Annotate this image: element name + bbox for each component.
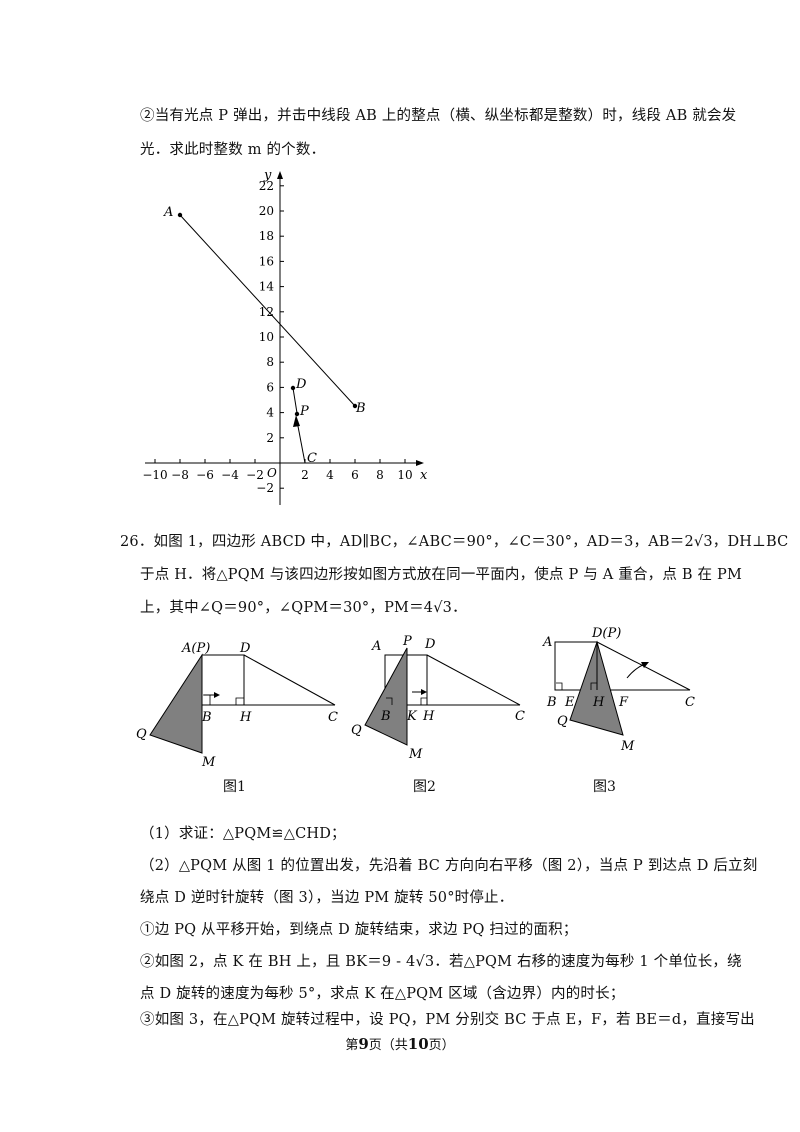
sub-question-2: （2）△PQM 从图 1 的位置出发，先沿着 BC 方向向右平移（图 2），当点…: [140, 858, 758, 874]
label-d: D: [239, 641, 251, 656]
figure-1-caption: 图1: [223, 779, 246, 795]
y-tick-label: 22: [259, 179, 274, 193]
label-f: F: [618, 695, 629, 710]
segment-ab: [179, 214, 356, 407]
label-d: D: [424, 637, 436, 652]
page-footer: 第9页（共10页）: [0, 1034, 800, 1053]
sub-question-2-3: ③如图 3，在△PQM 旋转过程中，设 PQ，PM 分别交 BC 于点 E，F，…: [140, 1012, 755, 1028]
label-a: A: [371, 639, 381, 654]
label-h: H: [422, 709, 435, 724]
label-c: C: [515, 709, 525, 724]
figure-1: A(P) D B H C Q M: [136, 641, 338, 770]
x-tick-label: 4: [326, 468, 334, 482]
x-tick-label: 6: [351, 468, 359, 482]
x-tick-label: −6: [196, 468, 214, 482]
y-tick-label: 12: [259, 305, 274, 319]
point-a-label: A: [163, 205, 173, 220]
x-tick-label: 2: [301, 468, 309, 482]
y-tick-label: 18: [259, 229, 274, 243]
label-q: Q: [136, 727, 147, 742]
point-d: [290, 385, 296, 391]
label-c: C: [328, 710, 338, 725]
label-q: Q: [351, 723, 362, 738]
label-e: E: [564, 695, 575, 710]
sub-question-1: （1）求证：△PQM≌△CHD；: [140, 826, 346, 842]
x-tick-label: −2: [246, 468, 264, 482]
y-tick-label: 10: [259, 330, 274, 344]
point-a: [177, 212, 183, 218]
label-m: M: [620, 739, 635, 754]
x-tick-label: 8: [376, 468, 384, 482]
sub-question-2-cont: 绕点 D 逆时针旋转（图 3），当边 PM 旋转 50°时停止．: [140, 890, 514, 906]
y-tick-label: 14: [259, 280, 275, 294]
figure-3-caption: 图3: [593, 779, 616, 795]
text-line: ②当有光点 P 弹出，并击中线段 AB 上的整点（横、纵坐标都是整数）时，线段 …: [140, 108, 737, 124]
figure-3: A D(P) B E H F C Q M: [542, 626, 695, 754]
label-a: A: [542, 635, 552, 650]
total-pages: 10: [407, 1035, 429, 1053]
point-b-label: B: [355, 401, 366, 416]
label-c: C: [685, 695, 695, 710]
x-tick-label: 10: [397, 468, 412, 482]
label-q: Q: [557, 714, 568, 729]
text-line: 于点 H．将△PQM 与该四边形按如图方式放在同一平面内，使点 P 与 A 重合…: [140, 567, 743, 583]
origin-label: O: [267, 466, 277, 480]
label-d-p: D(P): [591, 626, 621, 641]
x-tick-label: −8: [171, 468, 189, 482]
segment-dp: [292, 387, 298, 414]
x-tick-label: −10: [142, 468, 167, 482]
label-m: M: [408, 747, 423, 762]
y-axis-label: y: [263, 168, 272, 183]
text-line: 26．如图 1，四边形 ABCD 中，AD∥BC，∠ABC＝90°，∠C＝30°…: [120, 534, 789, 550]
label-p: P: [402, 634, 412, 649]
path-cp: [296, 420, 306, 464]
sub-question-2-2-cont: 点 D 旋转的速度为每秒 5°，求点 K 在△PQM 区域（含边界）内的时长；: [140, 986, 625, 1002]
footer-middle: 页（共: [368, 1038, 408, 1053]
label-m: M: [201, 755, 216, 770]
y-tick-label: 4: [266, 406, 274, 420]
sub-question-2-1: ①边 PQ 从平移开始，到绕点 D 旋转结束，求边 PQ 扫过的面积；: [140, 922, 578, 938]
point-b: [352, 403, 358, 409]
y-tick-label: 2: [266, 431, 274, 445]
figure-2-caption: 图2: [413, 779, 436, 795]
point-p: [294, 411, 300, 417]
point-c-label: C: [307, 451, 317, 466]
y-tick-label: 16: [259, 254, 274, 268]
text-line: 上，其中∠Q＝90°，∠QPM＝30°，PM＝4√3．: [140, 600, 467, 616]
label-b: B: [201, 710, 212, 725]
arrow-head: [293, 415, 300, 427]
y-tick-label: −2: [256, 481, 274, 495]
y-tick-label: 8: [266, 355, 274, 369]
footer-suffix: 页）: [428, 1038, 455, 1053]
y-tick-label: 6: [266, 380, 274, 394]
label-k: K: [406, 709, 418, 724]
y-ticks: 22 20 18 16 14 12 10 8 6 4 2 −2: [256, 179, 284, 495]
point-d-label: D: [295, 377, 307, 392]
x-ticks: −10 −8 −6 −4 −2 2 4 6 8 10: [142, 459, 413, 482]
label-a-p: A(P): [181, 641, 210, 656]
label-h: H: [239, 710, 252, 725]
figure-2: A P D B K H C Q M: [351, 634, 525, 762]
x-axis-label: x: [420, 468, 428, 483]
coordinate-graph: y x O 22 20 18 16 14 12 10 8 6 4 2 −2 −10 −8 −6 −4 −2 2 4…: [142, 168, 428, 505]
label-h: H: [592, 695, 605, 710]
sub-question-2-2: ②如图 2，点 K 在 BH 上，且 BK＝9 - 4√3．若△PQM 右移的速…: [140, 954, 742, 970]
footer-prefix: 第: [345, 1038, 359, 1053]
text-line: 光．求此时整数 m 的个数．: [140, 142, 326, 158]
label-b: B: [380, 709, 391, 724]
x-tick-label: −4: [221, 468, 239, 482]
page-number: 9: [358, 1035, 369, 1053]
y-tick-label: 20: [259, 204, 274, 218]
label-b: B: [546, 695, 557, 710]
point-p-label: P: [299, 404, 309, 419]
